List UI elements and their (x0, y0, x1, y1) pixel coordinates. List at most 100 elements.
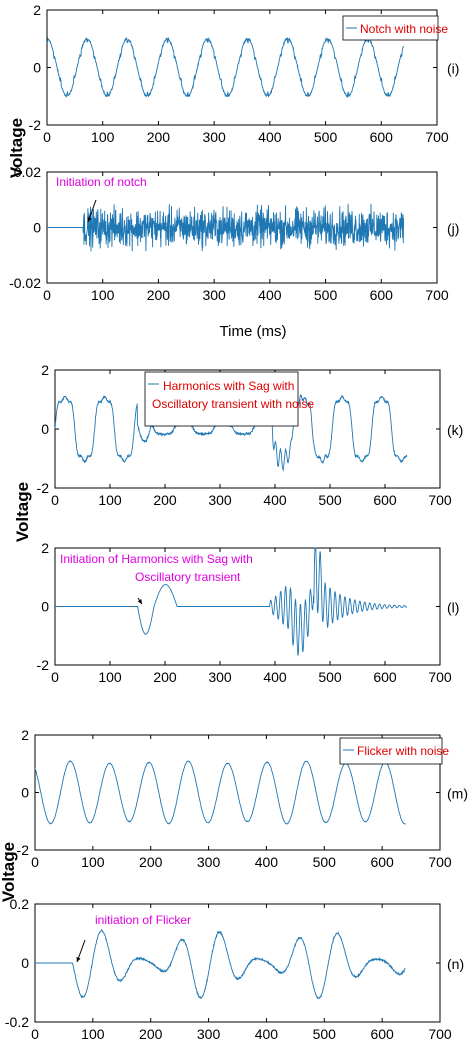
x-tick-label: 700 (425, 129, 449, 145)
series-line-i (46, 36, 405, 99)
x-tick-label: 0 (31, 854, 39, 870)
x-tick-label: 200 (153, 669, 177, 685)
x-tick-label: 500 (318, 492, 342, 508)
annotation-text: Initiation of Harmonics with Sag with Osc… (60, 552, 253, 584)
series-line-l (55, 547, 407, 656)
x-tick-label: 100 (98, 669, 122, 685)
x-tick-label: 700 (425, 287, 449, 303)
x-tick-label: 300 (197, 854, 221, 870)
x-tick-label: 100 (81, 1026, 105, 1042)
y-tick-label: -2 (37, 480, 50, 496)
legend-line-2: Oscillatory transient with noise (152, 397, 314, 411)
x-tick-label: 300 (208, 492, 232, 508)
legend-label: Flicker with noise (357, 744, 449, 758)
y-tick-label: 0 (21, 785, 29, 801)
x-tick-label: 500 (314, 287, 338, 303)
y-tick-label: 2 (33, 2, 41, 18)
y-tick-label: -2 (37, 657, 50, 673)
x-tick-label: 300 (208, 669, 232, 685)
y-tick-label: 0.02 (14, 164, 41, 180)
ylabel-group2: Voltage (13, 482, 32, 542)
legend-box (339, 737, 443, 765)
series-line-n (35, 928, 406, 1000)
annotation-arrowhead (137, 599, 142, 604)
series-line-m (34, 760, 406, 825)
series-line-j (47, 203, 405, 252)
x-tick-label: 700 (428, 669, 452, 685)
ylabel-group1: Voltage (7, 118, 26, 178)
panel-label-m: (m) (447, 786, 468, 802)
x-tick-label: 400 (263, 492, 287, 508)
annotation-line: Oscillatory transient (135, 570, 241, 584)
y-tick-label: 0 (33, 220, 41, 236)
xlabel-time: Time (ms) (220, 323, 287, 340)
legend-line-1: Harmonics with Sag with (163, 379, 294, 393)
x-tick-label: 500 (314, 129, 338, 145)
x-tick-label: 600 (373, 492, 397, 508)
panel-label-j: (j) (447, 221, 459, 237)
annotation-arrowhead (76, 957, 81, 962)
panel-label-l: (l) (447, 600, 459, 616)
y-tick-label: 2 (41, 540, 49, 556)
annotation-text: Initiation of notch (56, 175, 147, 189)
panel-label-i: (i) (447, 61, 459, 77)
x-tick-label: 600 (370, 287, 394, 303)
x-tick-label: 200 (147, 129, 171, 145)
ylabel-group3: Voltage (0, 842, 18, 902)
x-tick-label: 500 (318, 669, 342, 685)
y-tick-label: -2 (29, 117, 42, 133)
x-tick-label: 100 (91, 129, 115, 145)
x-tick-label: 0 (43, 129, 51, 145)
x-tick-label: 300 (202, 129, 226, 145)
y-tick-label: 2 (41, 362, 49, 378)
x-tick-label: 100 (91, 287, 115, 303)
x-tick-label: 400 (258, 287, 282, 303)
x-tick-label: 400 (255, 1026, 279, 1042)
x-tick-label: 0 (31, 1026, 39, 1042)
annotation-line: Initiation of Harmonics with Sag with (60, 552, 253, 566)
annotation-arrowhead (87, 217, 92, 222)
y-tick-label: 0.2 (10, 896, 30, 912)
panel-label-n: (n) (447, 956, 464, 972)
x-tick-label: 500 (313, 1026, 337, 1042)
x-tick-label: 300 (197, 1026, 221, 1042)
x-tick-label: 600 (373, 669, 397, 685)
chart-panel-n: 0 100 200 300 400 500 600 700-0.200.2initiation… (5, 896, 464, 1042)
x-tick-label: 0 (43, 287, 51, 303)
y-tick-label: 2 (21, 727, 29, 743)
y-tick-label: 0 (41, 599, 49, 615)
y-tick-label: 0 (33, 60, 41, 76)
legend-label: Harmonics with Sag with Oscillatory trans… (152, 379, 314, 411)
x-tick-label: 700 (428, 492, 452, 508)
y-tick-label: 0 (21, 955, 29, 971)
chart-panel-j: 0 100 200 300 400 500 600 700-0.0200.02Initiati… (9, 164, 459, 303)
x-tick-label: 600 (370, 129, 394, 145)
y-tick-label: -0.02 (9, 275, 41, 291)
x-tick-label: 0 (51, 669, 59, 685)
annotation-text: initiation of Flicker (95, 913, 191, 927)
x-tick-label: 400 (255, 854, 279, 870)
x-tick-label: 300 (202, 287, 226, 303)
panel-label-k: (k) (447, 422, 463, 438)
x-tick-label: 500 (313, 854, 337, 870)
x-tick-label: 600 (370, 854, 394, 870)
x-tick-label: 200 (147, 287, 171, 303)
x-tick-label: 700 (428, 1026, 452, 1042)
x-tick-label: 400 (263, 669, 287, 685)
y-tick-label: -0.2 (5, 1014, 29, 1030)
x-tick-label: 400 (258, 129, 282, 145)
y-tick-label: -2 (17, 842, 30, 858)
y-tick-label: 0 (41, 421, 49, 437)
x-tick-label: 200 (139, 1026, 163, 1042)
x-tick-label: 200 (139, 854, 163, 870)
legend-box (342, 15, 439, 41)
x-tick-label: 100 (98, 492, 122, 508)
x-tick-label: 0 (51, 492, 59, 508)
x-tick-label: 600 (370, 1026, 394, 1042)
x-tick-label: 700 (428, 854, 452, 870)
